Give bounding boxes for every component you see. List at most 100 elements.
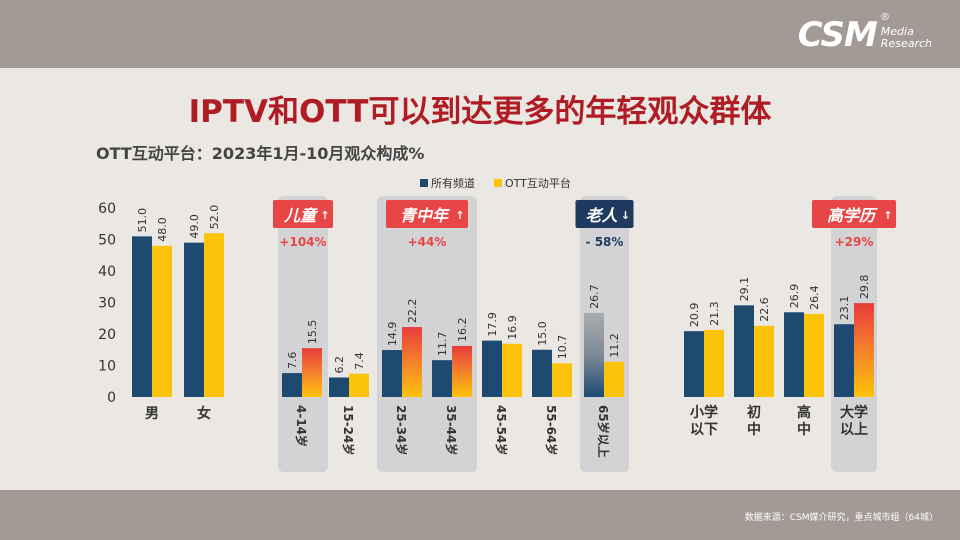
y-tick-label: 40 [98, 264, 116, 280]
annotation-badge [575, 200, 634, 228]
csm-logo: CSM ® Media Research [797, 12, 932, 55]
bar-all-channels [584, 312, 604, 397]
y-tick-label: 30 [98, 296, 116, 312]
bar-all-channels [532, 349, 552, 397]
annotation-badge-label: 高学历 [827, 206, 878, 225]
bar-ott [754, 325, 774, 397]
value-label-all-channels: 26.7 [588, 284, 601, 309]
legend-label-ott: OTT互动平台 [505, 176, 571, 190]
annotation-badge-label: 老人 [585, 206, 618, 225]
y-tick-label: 10 [98, 359, 116, 375]
bar-all-channels [132, 236, 152, 397]
value-label-ott: 22.2 [406, 299, 419, 324]
bar-ott [302, 348, 322, 397]
value-label-all-channels: 17.9 [486, 312, 499, 337]
bottom-banner: 数据来源：CSM媒介研究，重点城市组（64城） [0, 490, 960, 540]
category-label: 高中 [797, 404, 811, 438]
bar-all-channels [784, 312, 804, 397]
logo-sub-line2: Research [880, 37, 932, 50]
bar-all-channels [184, 242, 204, 397]
value-label-ott: 15.5 [306, 320, 319, 345]
category-label: 35-44岁 [444, 405, 459, 455]
bar-ott [804, 313, 824, 397]
page-title: IPTV和OTT可以到达更多的年轻观众群体 [188, 94, 772, 130]
bar-all-channels [432, 360, 452, 397]
value-label-all-channels: 20.9 [688, 303, 701, 328]
value-label-ott: 52.0 [208, 205, 221, 230]
category-label: 初中 [747, 404, 761, 438]
annotation-badge [812, 200, 896, 228]
category-label: 15-24岁 [341, 405, 356, 455]
value-label-all-channels: 26.9 [788, 284, 801, 309]
value-label-ott: 21.3 [708, 301, 721, 326]
value-label-ott: 16.9 [506, 315, 519, 340]
chart-subtitle: OTT互动平台：2023年1月-10月观众构成% [96, 144, 425, 163]
bar-all-channels [734, 305, 754, 397]
bar-all-channels [482, 340, 502, 397]
annotation-change-value: +104% [279, 235, 326, 249]
value-label-all-channels: 29.1 [738, 277, 751, 302]
logo-sub-line1: Media [880, 25, 914, 38]
bar-ott [704, 329, 724, 397]
value-label-all-channels: 14.9 [386, 322, 399, 347]
annotation-badge [386, 200, 468, 228]
bar-ott [452, 345, 472, 397]
top-banner: CSM ® Media Research [0, 0, 960, 68]
value-label-all-channels: 23.1 [838, 296, 851, 321]
value-label-ott: 48.0 [156, 217, 169, 242]
y-tick-label: 0 [107, 390, 116, 406]
value-label-ott: 16.2 [456, 317, 469, 342]
value-label-ott: 26.4 [808, 285, 821, 310]
annotation-arrow-icon: ↑ [883, 209, 892, 222]
annotation-arrow-icon: ↓ [621, 209, 630, 222]
annotation-change-value: - 58% [586, 235, 624, 249]
legend-swatch-all-channels [420, 179, 428, 187]
value-label-all-channels: 11.7 [436, 332, 449, 357]
highlight-panel [580, 196, 629, 472]
annotation-arrow-icon: ↑ [320, 209, 329, 222]
value-label-ott: 11.2 [608, 333, 621, 358]
bar-all-channels [382, 350, 402, 397]
category-label: 45-54岁 [494, 405, 509, 455]
category-label: 25-34岁 [394, 405, 409, 455]
legend-label-all-channels: 所有频道 [431, 176, 475, 190]
audience-composition-chart: 0 10 20 30 40 50 60 所有频道 OTT互动平台 51.0 48.0 男 49.0 52.… [98, 176, 896, 472]
bar-all-channels [329, 377, 349, 397]
category-label: 男 [145, 406, 159, 422]
highlight-panel [377, 196, 477, 472]
value-label-ott: 29.8 [858, 275, 871, 300]
category-label: 55-64岁 [544, 405, 559, 455]
value-label-all-channels: 51.0 [136, 208, 149, 233]
annotation-change-value: +29% [835, 235, 874, 249]
bar-all-channels [282, 373, 302, 397]
highlight-panel [278, 196, 328, 472]
category-label: 小学以下 [690, 404, 718, 438]
y-tick-label: 60 [98, 201, 116, 217]
bar-ott [502, 343, 522, 397]
annotation-badge [273, 200, 333, 228]
value-label-all-channels: 49.0 [188, 214, 201, 239]
bar-all-channels [684, 331, 704, 397]
bar-all-channels [834, 324, 854, 397]
bar-ott [604, 361, 624, 397]
bar-ott [152, 245, 172, 397]
annotation-badge-label: 青中年 [400, 206, 450, 225]
annotation-change-value: +44% [408, 235, 447, 249]
value-label-all-channels: 6.2 [333, 356, 346, 374]
value-label-ott: 10.7 [556, 335, 569, 360]
bar-ott [204, 233, 224, 397]
bar-ott [552, 363, 572, 397]
category-label: 女 [197, 405, 211, 422]
y-tick-label: 50 [98, 233, 116, 249]
annotation-arrow-icon: ↑ [455, 209, 464, 222]
logo-main-text: CSM [797, 15, 878, 55]
y-tick-label: 20 [98, 327, 116, 343]
bar-ott [854, 303, 874, 397]
legend-swatch-ott [494, 179, 502, 187]
data-source-note: 数据来源：CSM媒介研究，重点城市组（64城） [744, 513, 938, 523]
annotation-badge-label: 儿童 [283, 206, 319, 225]
value-label-ott: 7.4 [353, 352, 366, 370]
value-label-ott: 22.6 [758, 297, 771, 322]
logo-sub-text: Media Research [881, 26, 932, 50]
value-label-all-channels: 15.0 [536, 321, 549, 346]
